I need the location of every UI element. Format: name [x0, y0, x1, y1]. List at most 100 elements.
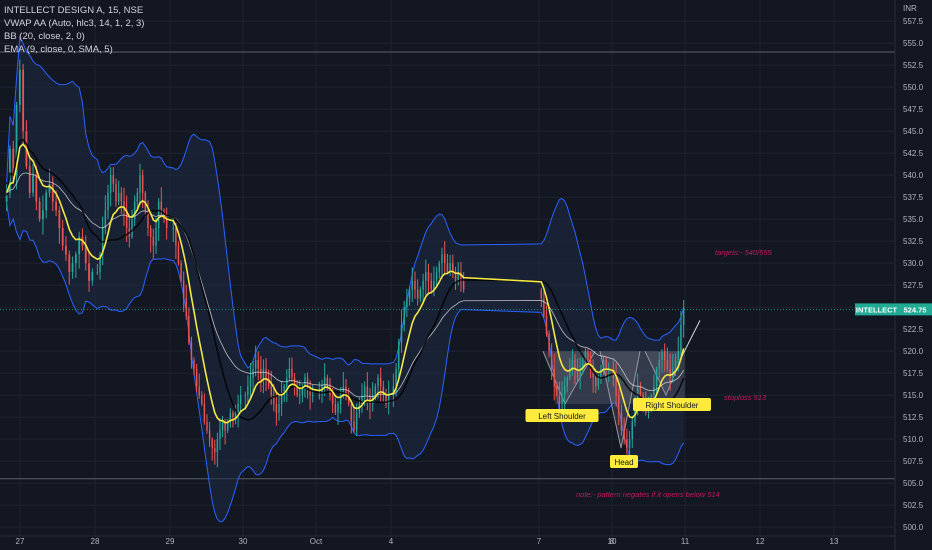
- candle-body: [398, 342, 400, 369]
- candle-body: [299, 395, 301, 397]
- candle-body: [311, 395, 314, 397]
- candle-body: [182, 280, 185, 299]
- price-tick: 512.5: [903, 413, 924, 422]
- price-axis[interactable]: 500.0 502.5 505.0 507.5 510.0 512.5 515.0 517.5…: [894, 0, 924, 550]
- candle-body: [454, 272, 457, 281]
- candle-body: [569, 368, 571, 378]
- candle-body: [658, 360, 661, 369]
- candle-body: [177, 245, 180, 264]
- time-tick: 12: [756, 537, 765, 546]
- time-tick: 13: [830, 537, 839, 546]
- candle-body: [545, 316, 548, 334]
- candle-body: [345, 386, 347, 396]
- candle-body: [249, 377, 252, 387]
- candle-body: [540, 289, 543, 299]
- candle-body: [677, 351, 679, 360]
- price-tick: 507.5: [903, 457, 924, 466]
- candle-body: [563, 386, 566, 396]
- candle-body: [123, 201, 125, 211]
- candle-body: [631, 421, 634, 440]
- candle-body: [55, 201, 57, 211]
- time-tick: 30: [239, 537, 248, 546]
- candle-body: [592, 368, 594, 378]
- candle-body: [5, 192, 8, 202]
- candle-body: [28, 166, 31, 193]
- time-tick: 11: [681, 537, 690, 546]
- candle-body: [61, 228, 64, 246]
- price-tick: 532.5: [903, 237, 924, 246]
- candle-body: [203, 404, 206, 422]
- candle-body: [172, 228, 175, 229]
- symbol-title[interactable]: INTELLECT DESIGN A, 15, NSE: [4, 5, 144, 16]
- candle-body: [582, 360, 584, 369]
- candle-body: [400, 324, 403, 343]
- currency-label: INR: [903, 4, 917, 13]
- candle-body: [18, 69, 21, 105]
- candle-body: [38, 201, 41, 220]
- candle-body: [288, 368, 291, 378]
- candle-body: [438, 263, 441, 272]
- candle-body: [550, 351, 553, 369]
- price-tick: 537.5: [903, 193, 924, 202]
- candle-body: [149, 228, 152, 237]
- breakout-arrow: [679, 320, 701, 361]
- candle-body: [278, 404, 280, 413]
- candle-body: [262, 368, 265, 378]
- left-shoulder-label-text: Left Shoulder: [538, 412, 586, 421]
- candle-body: [329, 386, 331, 396]
- candle-body: [74, 254, 77, 264]
- candle-body: [620, 412, 623, 431]
- candle-body: [326, 377, 329, 387]
- ema-legend[interactable]: EMA (9, close, 0, SMA, 5): [4, 44, 113, 55]
- candle-body: [558, 395, 561, 404]
- candle-body: [571, 360, 574, 369]
- candle-body: [232, 412, 234, 418]
- candle-body: [91, 272, 94, 281]
- annotations: targets:- 540/555 stoploss 513 note:- patt…: [576, 248, 773, 499]
- candle-body: [321, 386, 323, 396]
- time-axis[interactable]: 27 28 29 30 Oct 4 7 810 11 12 13: [0, 535, 895, 546]
- candle-body: [229, 412, 232, 422]
- candle-body: [653, 386, 655, 396]
- candle-body: [666, 360, 669, 369]
- candle-body: [553, 368, 555, 387]
- candle-body: [237, 404, 239, 413]
- candle-body: [141, 175, 144, 193]
- candle-body: [395, 368, 397, 387]
- candle-body: [107, 192, 109, 211]
- candle-body: [626, 439, 628, 448]
- candle-body: [247, 386, 249, 396]
- candle-body: [224, 421, 226, 431]
- candle-body: [71, 263, 74, 272]
- candle-body: [331, 395, 334, 404]
- candle-body: [58, 210, 61, 228]
- candle-body: [15, 104, 18, 176]
- candle-body: [427, 272, 430, 281]
- head-label-box: [610, 455, 638, 468]
- bb-legend[interactable]: BB (20, close, 2, 0): [4, 31, 85, 42]
- price-tick: 557.5: [903, 17, 924, 26]
- candle-body: [221, 421, 224, 431]
- candle-body: [175, 228, 177, 246]
- candle-body: [195, 368, 198, 387]
- candle-body: [574, 360, 576, 369]
- candle-body: [556, 386, 558, 396]
- candle-body: [457, 272, 459, 281]
- candle-body: [342, 386, 345, 396]
- candle-body: [628, 439, 631, 448]
- candle-body: [78, 236, 81, 255]
- candle-body: [273, 395, 275, 404]
- candle-body: [334, 404, 337, 413]
- head-label: Head: [610, 455, 638, 468]
- candle-body: [674, 360, 677, 369]
- vwap-legend[interactable]: VWAP AA (Auto, hlc3, 14, 1, 2, 3): [4, 18, 145, 29]
- candle-body: [449, 263, 451, 272]
- candle-body: [12, 148, 15, 176]
- candle-body: [374, 386, 377, 396]
- candle-body: [419, 289, 422, 299]
- targets-note: targets:- 540/555: [715, 248, 773, 257]
- candle-body: [270, 386, 272, 396]
- candle-body: [566, 377, 568, 387]
- candle-body: [265, 368, 267, 378]
